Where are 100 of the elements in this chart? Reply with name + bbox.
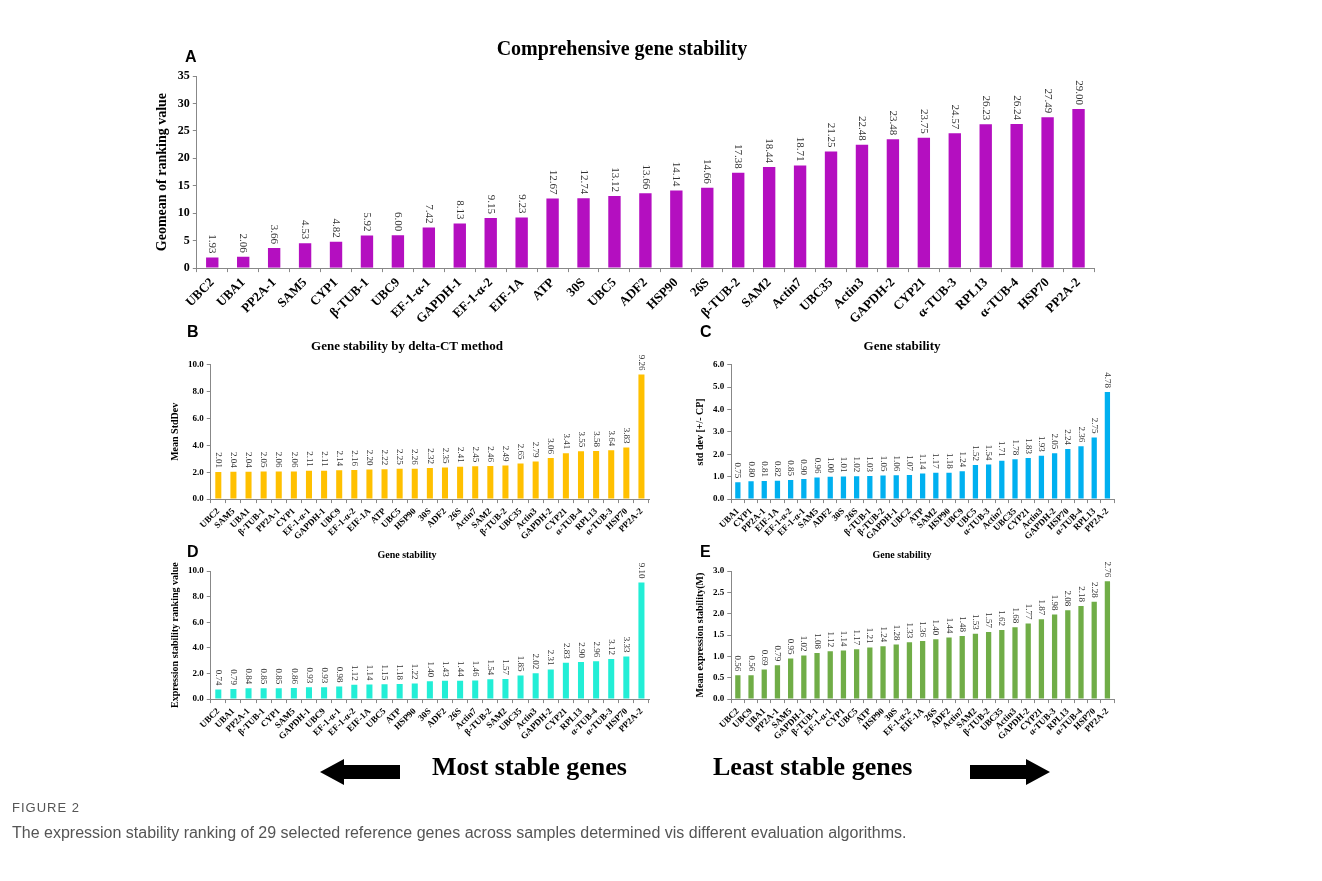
data-label: 2.25 [395, 449, 406, 466]
data-label: 0.82 [773, 460, 784, 477]
data-label: 9.26 [637, 354, 648, 372]
data-label: 0.75 [733, 462, 744, 479]
bar [275, 471, 282, 499]
bar [880, 475, 886, 499]
bar [639, 193, 652, 268]
bar [366, 684, 373, 699]
data-label: 1.48 [957, 616, 968, 633]
data-label: 2.31 [546, 649, 557, 666]
y-tick-label: 5 [183, 232, 190, 247]
bar [1104, 581, 1111, 699]
bar [946, 472, 952, 499]
bar [245, 688, 252, 699]
bar [1025, 458, 1031, 499]
data-label: 1.57 [501, 659, 512, 676]
y-axis-title: Expression stability ranking value [168, 561, 180, 708]
bar [472, 680, 479, 699]
bar [453, 223, 466, 268]
data-label: 2.76 [1103, 561, 1114, 578]
bar [985, 464, 992, 499]
bar [979, 124, 992, 268]
bar [827, 651, 833, 699]
bar [762, 166, 776, 268]
data-label: 2.46 [485, 446, 496, 463]
bar [396, 468, 403, 499]
bar [215, 689, 222, 699]
data-label: 24.57 [949, 104, 962, 130]
y-tick-label: 6.0 [192, 412, 205, 423]
data-label: 23.75 [918, 109, 931, 135]
data-label: 1.17 [852, 629, 863, 646]
bar [1078, 606, 1084, 699]
bar [206, 257, 219, 268]
y-tick-label: 2.0 [713, 608, 725, 619]
bar [381, 684, 388, 699]
bar [867, 647, 873, 699]
bar [893, 644, 899, 699]
data-label: 2.22 [380, 449, 391, 466]
y-tick-label: 0.0 [192, 493, 205, 504]
bar [801, 655, 807, 699]
data-label: 1.18 [395, 664, 406, 681]
data-label: 0.86 [289, 668, 300, 685]
bar [999, 629, 1005, 699]
bar [577, 451, 585, 499]
bar [1010, 124, 1023, 268]
bar [577, 661, 585, 699]
data-label: 3.83 [621, 427, 632, 445]
bar [1051, 614, 1058, 699]
data-label: 13.66 [640, 164, 653, 190]
bar [562, 662, 569, 699]
y-tick-label: 10.0 [188, 565, 205, 576]
data-label: 1.53 [971, 614, 982, 631]
data-label: 2.14 [334, 450, 345, 467]
text: Least stable genes [713, 752, 913, 782]
bar [230, 688, 237, 699]
bar [321, 687, 328, 699]
data-label: 1.02 [799, 635, 810, 652]
text: C [700, 323, 712, 341]
y-tick-label: 6.0 [192, 616, 205, 627]
bar [1012, 459, 1018, 499]
data-label: 0.95 [786, 638, 797, 656]
bar [933, 639, 939, 699]
data-label: 1.33 [905, 622, 916, 639]
data-label: 1.54 [485, 659, 496, 676]
bar [608, 196, 621, 268]
chart-title: Gene stability by delta-CT method [311, 338, 504, 354]
bar [517, 463, 524, 499]
data-label: 1.62 [997, 610, 1008, 626]
bar [840, 650, 847, 699]
data-label: 1.40 [931, 619, 942, 636]
data-label: 1.22 [410, 663, 421, 680]
caption: FIGURE 2 [12, 800, 80, 815]
bar [959, 635, 965, 699]
data-label: 26.23 [980, 95, 993, 121]
data-label: 1.93 [1037, 436, 1048, 453]
bar [959, 471, 965, 499]
data-label: 14.66 [702, 158, 715, 185]
bar [1091, 437, 1097, 499]
data-label: 2.75 [1089, 417, 1100, 434]
data-label: 1.52 [971, 445, 982, 462]
data-label: 0.93 [319, 667, 330, 684]
bar [487, 466, 494, 499]
bar [1072, 108, 1085, 268]
bar [484, 217, 497, 268]
data-label: 7.42 [423, 204, 436, 224]
bar [732, 172, 745, 268]
bar [1091, 601, 1097, 699]
bar [1104, 391, 1111, 499]
data-label: 0.93 [304, 667, 315, 684]
data-label: 1.46 [470, 660, 481, 677]
y-tick-label: 2.5 [713, 586, 725, 597]
bar [906, 475, 913, 499]
data-label: 1.01 [839, 456, 850, 473]
bar [1038, 455, 1045, 499]
bar [972, 465, 979, 499]
data-label: 1.02 [852, 456, 863, 473]
y-tick-label: 10.0 [188, 358, 205, 369]
data-label: 1.08 [812, 633, 823, 650]
data-label: 5.92 [362, 212, 375, 232]
data-label: 2.36 [1076, 426, 1087, 443]
